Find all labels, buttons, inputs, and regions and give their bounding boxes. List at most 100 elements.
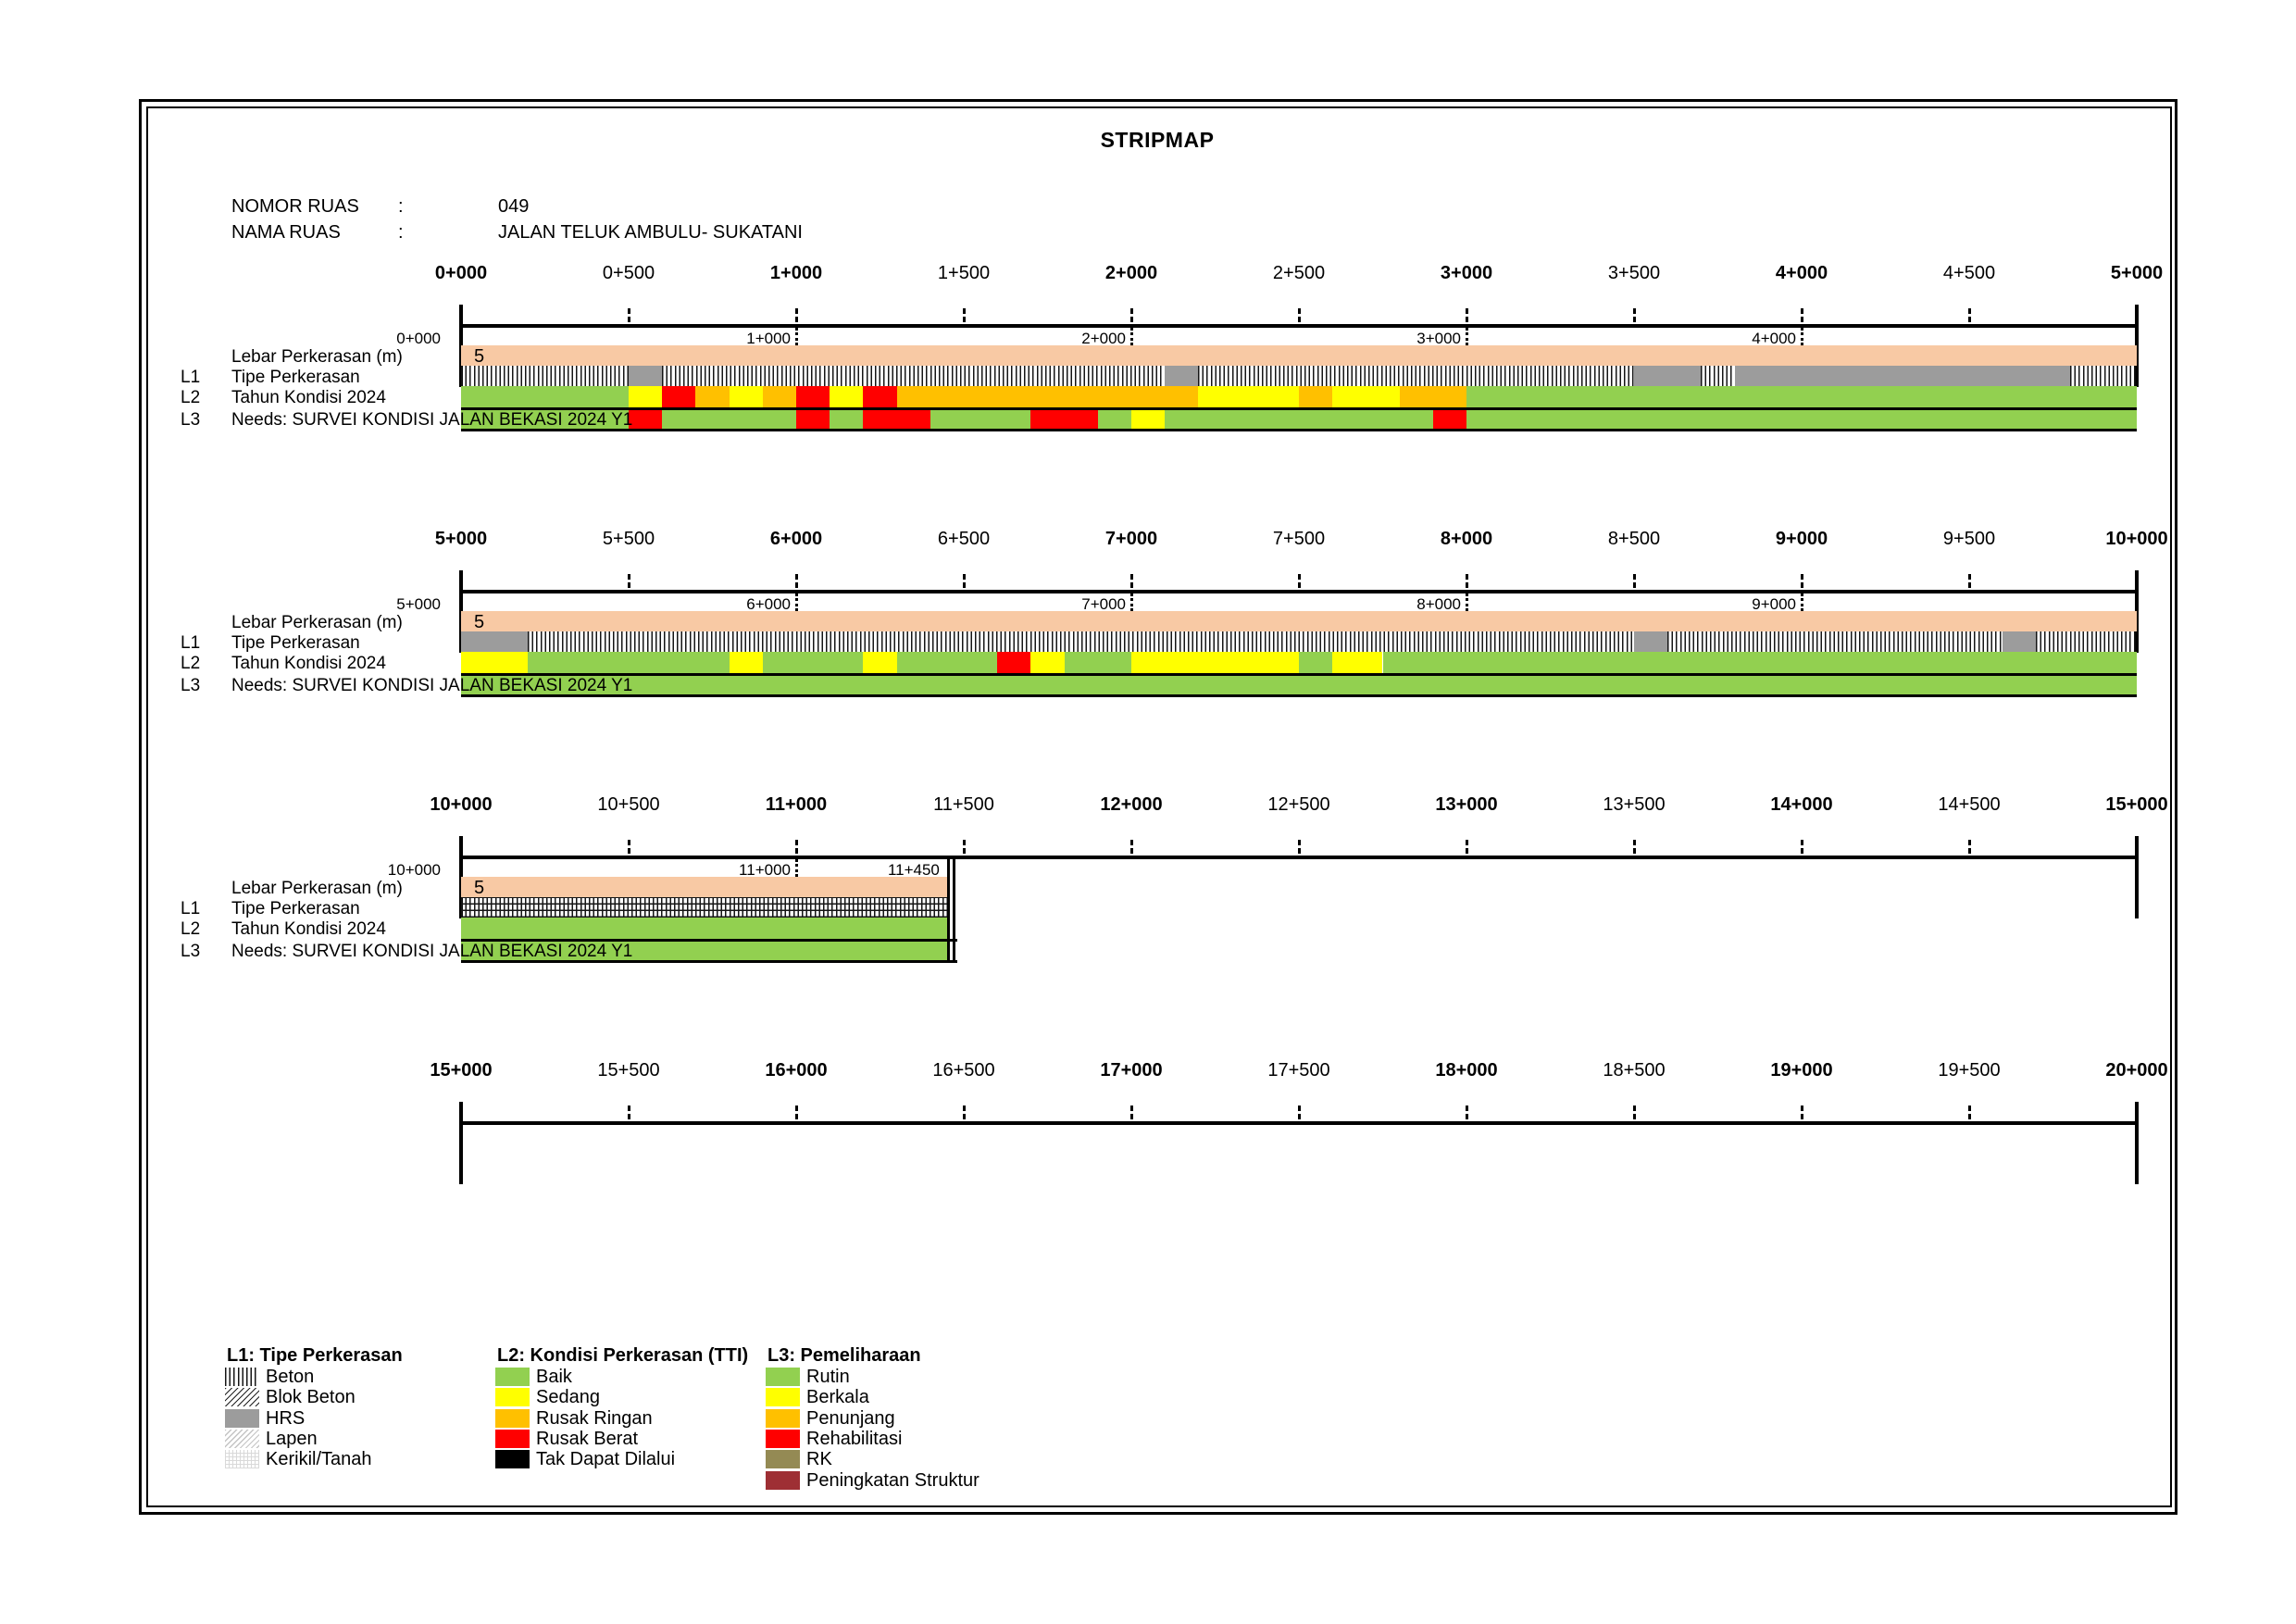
l2-l3-separator: [461, 407, 2137, 410]
l2-segment-rusak_ringan: [1299, 386, 1333, 407]
sedang-swatch: [495, 1388, 530, 1407]
ruler-tick: [1130, 574, 1133, 588]
l3-segment-rehabilitasi: [629, 410, 663, 429]
km-dotted-line: [1466, 593, 1468, 611]
ruler-label: 5+000: [434, 529, 488, 549]
ruler-tick: [963, 840, 966, 854]
l3-segment-rehabilitasi: [1030, 410, 1098, 429]
ruler-tick: [1130, 1106, 1133, 1119]
ruler-tick: [1466, 574, 1468, 588]
legend-item-label: Kerikil/Tanah: [266, 1449, 372, 1470]
page-title: STRIPMAP: [1100, 128, 1215, 152]
ruler-tick: [1633, 1106, 1636, 1119]
rk-swatch: [766, 1450, 800, 1469]
page-border-outer: [139, 99, 2177, 1515]
ruler-label: 20+000: [2105, 1060, 2168, 1081]
l2-segment-sedang: [1198, 386, 1299, 407]
ruler-tick: [628, 840, 630, 854]
ruler-tick: [1130, 308, 1133, 322]
row-label-l1: Tipe Perkerasan: [231, 368, 360, 387]
row-label-l1: Tipe Perkerasan: [231, 899, 360, 918]
ruler-label: 4+000: [1775, 263, 1828, 283]
ruler-label: 5+000: [2110, 263, 2164, 283]
baik-swatch: [495, 1368, 530, 1386]
ruler-line: [461, 324, 2139, 328]
ruler-label: 15+500: [597, 1060, 660, 1081]
l2-segment-baik: [461, 918, 947, 939]
row-tag-l2: L2: [181, 919, 201, 939]
chainage-sublabel: 0+000: [396, 330, 441, 347]
l3-segment-rutin: [1165, 410, 1433, 429]
legend-item-label: Peningkatan Struktur: [806, 1469, 980, 1491]
ruler-tick: [1633, 308, 1636, 322]
l2-segment-baik: [461, 386, 629, 407]
beton-swatch: [225, 1368, 259, 1386]
l2-l3-separator: [461, 673, 2137, 676]
chainage-sublabel: 7+000: [1081, 595, 1126, 613]
km-dotted-line: [795, 593, 798, 611]
l1-segment-beton: [1701, 366, 1735, 386]
peningkatan_struktur-swatch: [766, 1470, 800, 1490]
ruler-tick: [1298, 1106, 1301, 1119]
ruler-tick: [1968, 1106, 1971, 1119]
strip-bottom-border: [461, 429, 2137, 431]
l2-segment-baik: [528, 652, 730, 673]
l1-segment-hrs: [629, 366, 663, 386]
lebar-perkerasan-bar: [461, 345, 2137, 366]
row-tag-l3: L3: [181, 410, 201, 430]
l1-segment-hrs: [461, 631, 529, 652]
legend-item-label: Tak Dapat Dilalui: [536, 1449, 676, 1470]
ruler-label: 6+500: [937, 529, 991, 549]
l1-segment-beton: [528, 631, 1634, 652]
legend-item-label: Blok Beton: [266, 1387, 356, 1408]
ruler-label: 0+500: [602, 263, 655, 283]
ruler-label: 12+000: [1100, 794, 1163, 815]
lebar-value: 5: [474, 612, 485, 632]
l2-segment-baik: [1299, 652, 1333, 673]
ruler-tick: [1130, 840, 1133, 854]
row-tag-l1: L1: [181, 368, 201, 387]
ruler-tick: [628, 1106, 630, 1119]
l1-segment-hrs: [1634, 631, 1668, 652]
ruler-tick: [1968, 840, 1971, 854]
km-dotted-line: [1466, 328, 1468, 345]
content-end-border: [952, 859, 955, 963]
row-tag-l1: L1: [181, 899, 201, 918]
row-tag-l2: L2: [181, 388, 201, 407]
ruler-end-tick: [2135, 1102, 2139, 1184]
ruler-label: 14+500: [1938, 794, 2001, 815]
legend-item-label: Baik: [536, 1367, 572, 1387]
l2-segment-sedang: [1332, 652, 1383, 673]
l1-segment-beton: [662, 366, 1166, 386]
ruler-tick: [1801, 840, 1803, 854]
ruler-tick: [1968, 308, 1971, 322]
l2-segment-rusak_berat: [796, 386, 830, 407]
ruler-label: 0+000: [434, 263, 488, 283]
ruler-tick: [1466, 840, 1468, 854]
rutin-swatch: [766, 1368, 800, 1386]
lebar-perkerasan-bar: [461, 877, 947, 897]
ruler-tick: [1801, 574, 1803, 588]
l3-segment-rutin: [830, 410, 864, 429]
km-dotted-line: [1801, 328, 1803, 345]
ruler-label: 15+000: [430, 1060, 493, 1081]
ruler-label: 19+500: [1938, 1060, 2001, 1081]
ruler-tick: [1633, 574, 1636, 588]
km-dotted-line: [795, 328, 798, 345]
row-label-l1: Tipe Perkerasan: [231, 633, 360, 653]
chainage-sublabel: 9+000: [1752, 595, 1796, 613]
row-label-l3: Needs: SURVEI KONDISI JALAN BEKASI 2024 …: [231, 676, 633, 695]
chainage-sublabel: 10+000: [387, 861, 441, 879]
l3-segment-berkala: [1131, 410, 1166, 429]
ruler-tick: [1298, 308, 1301, 322]
ruler-label: 16+500: [932, 1060, 995, 1081]
l2-segment-rusak_ringan: [762, 386, 796, 407]
l3-segment-rehabilitasi: [863, 410, 930, 429]
ruler-label: 15+000: [2105, 794, 2168, 815]
ruler-label: 1+000: [769, 263, 823, 283]
row-label-lebar: Lebar Perkerasan (m): [231, 347, 403, 367]
l3-segment-rutin: [1097, 410, 1131, 429]
legend-item-label: HRS: [266, 1407, 306, 1429]
ruler-label: 7+500: [1272, 529, 1326, 549]
row-label-l2: Tahun Kondisi 2024: [231, 388, 386, 407]
